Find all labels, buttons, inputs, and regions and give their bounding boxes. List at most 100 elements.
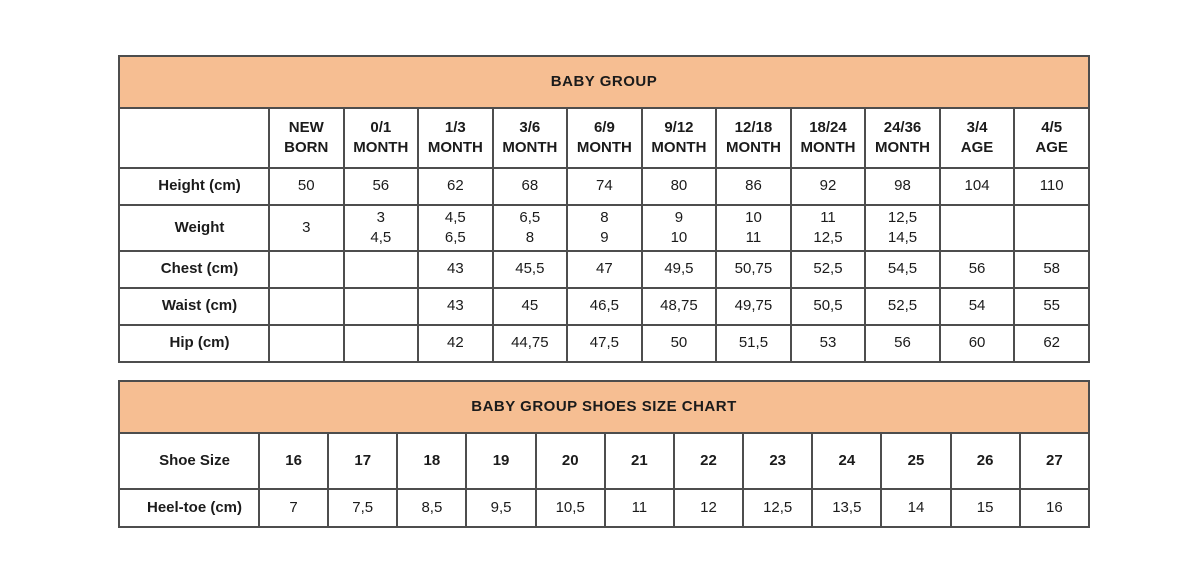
table-cell: 52,5 bbox=[864, 287, 941, 326]
table-cell bbox=[268, 324, 345, 363]
table-row-chest: Chest (cm) 43 45,5 47 49,5 50,75 52,5 54… bbox=[118, 250, 1090, 289]
table-cell: 56 bbox=[864, 324, 941, 363]
row-label: Hip (cm) bbox=[118, 324, 270, 363]
table-cell: 54 bbox=[938, 287, 1016, 326]
table-cell: 47,5 bbox=[566, 324, 643, 363]
baby-group-size-table: BABY GROUP NEW BORN 0/1 MONTH 1/3 MONTH … bbox=[118, 55, 1090, 363]
table-cell: 11 bbox=[603, 488, 675, 528]
table-cell: 7 bbox=[257, 488, 330, 528]
table-cell: 4,5 6,5 bbox=[417, 204, 494, 252]
row-label: Height (cm) bbox=[118, 167, 270, 206]
table-cell: 110 bbox=[1013, 167, 1090, 206]
shoes-table-title: BABY GROUP SHOES SIZE CHART bbox=[118, 380, 1090, 434]
table-row: NEW BORN 0/1 MONTH 1/3 MONTH 3/6 MONTH 6… bbox=[118, 107, 1090, 169]
table-cell: 15 bbox=[949, 488, 1021, 528]
table-cell: 17 bbox=[327, 432, 399, 490]
table-cell: 74 bbox=[566, 167, 643, 206]
table-cell: 7,5 bbox=[327, 488, 399, 528]
table-cell: 19 bbox=[465, 432, 537, 490]
corner-cell bbox=[118, 107, 270, 169]
table-cell bbox=[342, 287, 420, 326]
table-cell: 98 bbox=[864, 167, 941, 206]
table-row-heel-toe: Heel-toe (cm) 7 7,5 8,5 9,5 10,5 11 12 1… bbox=[118, 488, 1091, 528]
table-cell: 50,5 bbox=[789, 287, 867, 326]
table-cell: 12,5 14,5 bbox=[864, 204, 941, 252]
table-cell: 3 4,5 bbox=[342, 204, 420, 252]
table-cell: 23 bbox=[742, 432, 814, 490]
table-cell bbox=[1013, 204, 1090, 252]
table-row-weight: Weight 3 3 4,5 4,5 6,5 6,5 8 8 9 9 10 10… bbox=[118, 204, 1090, 252]
row-label: Waist (cm) bbox=[118, 287, 270, 326]
table-cell: 9 10 bbox=[640, 204, 718, 252]
table-cell: 12 bbox=[672, 488, 745, 528]
table-cell: 56 bbox=[938, 250, 1016, 289]
table-cell: 3 bbox=[268, 204, 345, 252]
table-row-shoe-size: Shoe Size 16 17 18 19 20 21 22 23 24 25 … bbox=[118, 432, 1091, 490]
table-cell: 49,5 bbox=[640, 250, 718, 289]
table-cell: 52,5 bbox=[789, 250, 867, 289]
table-cell: 46,5 bbox=[566, 287, 643, 326]
table-cell: 44,75 bbox=[491, 324, 569, 363]
table-cell bbox=[268, 250, 345, 289]
table-cell: 54,5 bbox=[864, 250, 941, 289]
table-cell: 48,75 bbox=[640, 287, 718, 326]
table-cell: 20 bbox=[534, 432, 606, 490]
table-row: BABY GROUP bbox=[118, 55, 1090, 109]
row-label: Heel-toe (cm) bbox=[118, 488, 260, 528]
table-cell: 16 bbox=[1018, 488, 1091, 528]
table-row-hip: Hip (cm) 42 44,75 47,5 50 51,5 53 56 60 … bbox=[118, 324, 1090, 363]
table-cell: 58 bbox=[1013, 250, 1090, 289]
table-cell bbox=[342, 250, 420, 289]
table-cell: 14 bbox=[880, 488, 952, 528]
table-cell: 51,5 bbox=[715, 324, 792, 363]
column-header: 6/9 MONTH bbox=[566, 107, 643, 169]
column-header: 3/4 AGE bbox=[938, 107, 1016, 169]
table-cell: 21 bbox=[603, 432, 675, 490]
table-cell: 50 bbox=[268, 167, 345, 206]
column-header: 9/12 MONTH bbox=[640, 107, 718, 169]
table-cell: 12,5 bbox=[742, 488, 814, 528]
column-header: 1/3 MONTH bbox=[417, 107, 494, 169]
table-cell: 9,5 bbox=[465, 488, 537, 528]
table-cell: 60 bbox=[938, 324, 1016, 363]
table-cell: 80 bbox=[640, 167, 718, 206]
baby-table-title: BABY GROUP bbox=[118, 55, 1090, 109]
table-cell: 86 bbox=[715, 167, 792, 206]
table-cell: 62 bbox=[1013, 324, 1090, 363]
table-cell: 13,5 bbox=[811, 488, 883, 528]
table-cell: 56 bbox=[342, 167, 420, 206]
column-header: 4/5 AGE bbox=[1013, 107, 1090, 169]
table-cell: 18 bbox=[396, 432, 468, 490]
table-cell: 49,75 bbox=[715, 287, 792, 326]
column-header: NEW BORN bbox=[268, 107, 345, 169]
table-cell: 10,5 bbox=[534, 488, 606, 528]
baby-group-shoes-size-table: BABY GROUP SHOES SIZE CHART Shoe Size 16… bbox=[118, 380, 1091, 528]
table-cell: 50,75 bbox=[715, 250, 792, 289]
column-header: 3/6 MONTH bbox=[491, 107, 569, 169]
table-cell: 45 bbox=[491, 287, 569, 326]
row-label: Weight bbox=[118, 204, 270, 252]
column-header: 0/1 MONTH bbox=[342, 107, 420, 169]
table-cell: 45,5 bbox=[491, 250, 569, 289]
table-cell: 68 bbox=[491, 167, 569, 206]
table-cell: 6,5 8 bbox=[491, 204, 569, 252]
table-cell: 43 bbox=[417, 287, 494, 326]
column-header: 24/36 MONTH bbox=[864, 107, 941, 169]
table-row-height: Height (cm) 50 56 62 68 74 80 86 92 98 1… bbox=[118, 167, 1090, 206]
row-label: Shoe Size bbox=[118, 432, 260, 490]
table-cell: 24 bbox=[811, 432, 883, 490]
table-cell: 16 bbox=[257, 432, 330, 490]
table-cell bbox=[342, 324, 420, 363]
table-cell: 53 bbox=[789, 324, 867, 363]
column-header: 18/24 MONTH bbox=[789, 107, 867, 169]
table-cell: 50 bbox=[640, 324, 718, 363]
column-header: 12/18 MONTH bbox=[715, 107, 792, 169]
table-cell: 8,5 bbox=[396, 488, 468, 528]
table-cell: 42 bbox=[417, 324, 494, 363]
table-cell: 22 bbox=[672, 432, 745, 490]
table-cell: 8 9 bbox=[566, 204, 643, 252]
table-cell: 55 bbox=[1013, 287, 1090, 326]
table-row: BABY GROUP SHOES SIZE CHART bbox=[118, 380, 1090, 434]
table-cell: 26 bbox=[949, 432, 1021, 490]
table-cell: 92 bbox=[789, 167, 867, 206]
